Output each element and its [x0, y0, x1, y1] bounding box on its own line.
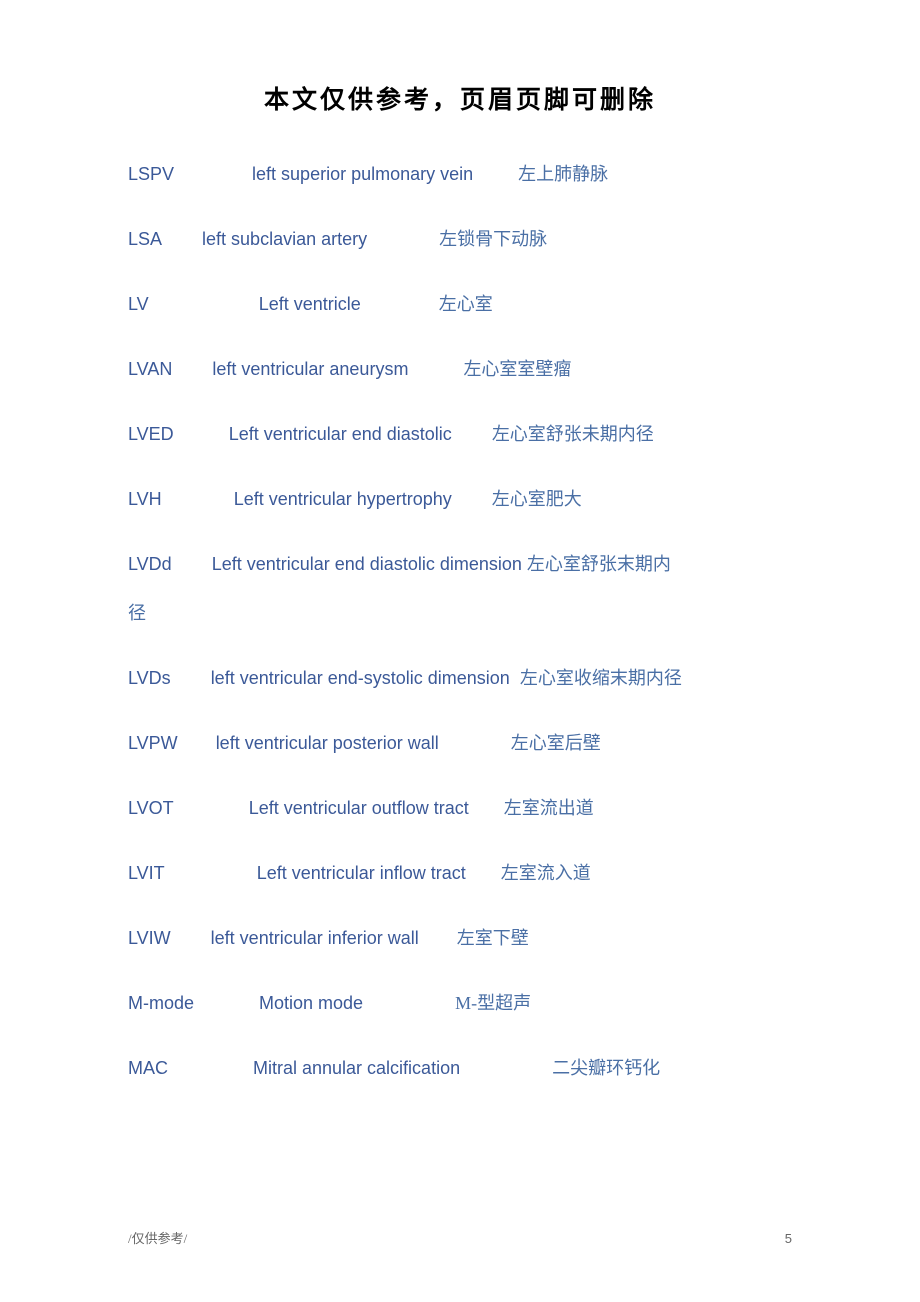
english-term: left ventricular posterior wall	[216, 730, 439, 757]
page-footer: /仅供参考/ 5	[128, 1228, 792, 1247]
abbreviation: MAC	[128, 1055, 168, 1082]
abbreviation: LSPV	[128, 161, 174, 188]
chinese-term: 左心室舒张未期内径	[492, 421, 654, 448]
english-term: Left ventricular outflow tract	[249, 795, 469, 822]
header-title: 本文仅供参考，页眉页脚可删除	[128, 80, 792, 116]
abbreviation: LV	[128, 291, 149, 318]
english-term: left superior pulmonary vein	[252, 161, 473, 188]
chinese-term: 左心室收缩末期内径	[520, 665, 682, 692]
chinese-term: 左室流入道	[501, 860, 591, 887]
glossary-entry: LVDs left ventricular end-systolic dimens…	[128, 665, 792, 692]
chinese-term: 左心室肥大	[492, 486, 582, 513]
chinese-term: 左心室后壁	[511, 730, 601, 757]
glossary-entry: M-mode Motion mode M-型超声	[128, 990, 792, 1017]
glossary-entry: MAC Mitral annular calcification 二尖瓣环钙化	[128, 1055, 792, 1082]
abbreviation: LVH	[128, 486, 162, 513]
english-term: Left ventricle	[259, 291, 361, 318]
glossary-entry: LVAN left ventricular aneurysm 左心室室壁瘤	[128, 356, 792, 383]
glossary-entry: LVDd Left ventricular end diastolic dimen…	[128, 551, 792, 578]
english-term: left ventricular aneurysm	[212, 356, 408, 383]
glossary-entry: LV Left ventricle 左心室	[128, 291, 792, 318]
english-term: Left ventricular end diastolic	[229, 421, 452, 448]
glossary-entry: LVPW left ventricular posterior wall 左心室后壁	[128, 730, 792, 757]
glossary-entry: LVOT Left ventricular outflow tract 左室流出道	[128, 795, 792, 822]
glossary-entry: LSA left subclavian artery 左锁骨下动脉	[128, 226, 792, 253]
abbreviation: LVPW	[128, 730, 178, 757]
english-term: left subclavian artery	[202, 226, 367, 253]
abbreviation: LVOT	[128, 795, 174, 822]
abbreviation: LVAN	[128, 356, 172, 383]
chinese-term: 左室下壁	[457, 925, 529, 952]
chinese-term: 左上肺静脉	[518, 161, 608, 188]
chinese-term: 左心室舒张末期内	[527, 551, 671, 578]
chinese-term: 左锁骨下动脉	[439, 226, 547, 253]
chinese-term: M-型超声	[455, 990, 531, 1017]
chinese-term: 左室流出道	[504, 795, 594, 822]
entries-list: LSPV left superior pulmonary vein 左上肺静脉 LSA…	[128, 161, 792, 1082]
abbreviation: LVDd	[128, 551, 172, 578]
footer-reference-note: /仅供参考/	[128, 1228, 187, 1247]
english-term: Left ventricular hypertrophy	[234, 486, 452, 513]
glossary-entry: LVIW left ventricular inferior wall 左室下壁	[128, 925, 792, 952]
glossary-entry: LVH Left ventricular hypertrophy 左心室肥大	[128, 486, 792, 513]
english-term: left ventricular inferior wall	[211, 925, 419, 952]
english-term: Left ventricular end diastolic dimension	[212, 551, 522, 578]
english-term: Motion mode	[259, 990, 363, 1017]
chinese-term: 二尖瓣环钙化	[552, 1055, 660, 1082]
chinese-term-continuation: 径	[128, 603, 146, 623]
english-term: left ventricular end-systolic dimension	[211, 665, 510, 692]
chinese-term: 左心室	[439, 291, 493, 318]
page-container: 本文仅供参考，页眉页脚可删除 LSPV left superior pulmona…	[0, 0, 920, 1082]
footer-page-number: 5	[785, 1231, 792, 1246]
abbreviation: LVDs	[128, 665, 171, 692]
english-term: Mitral annular calcification	[253, 1055, 460, 1082]
abbreviation: LVED	[128, 421, 174, 448]
glossary-entry: LSPV left superior pulmonary vein 左上肺静脉	[128, 161, 792, 188]
abbreviation: LSA	[128, 226, 162, 253]
glossary-entry-continuation: 径	[128, 600, 792, 627]
abbreviation: LVIT	[128, 860, 165, 887]
chinese-term: 左心室室壁瘤	[463, 356, 571, 383]
glossary-entry: LVIT Left ventricular inflow tract 左室流入道	[128, 860, 792, 887]
abbreviation: M-mode	[128, 990, 194, 1017]
glossary-entry: LVED Left ventricular end diastolic 左心室舒张未…	[128, 421, 792, 448]
abbreviation: LVIW	[128, 925, 171, 952]
english-term: Left ventricular inflow tract	[257, 860, 466, 887]
